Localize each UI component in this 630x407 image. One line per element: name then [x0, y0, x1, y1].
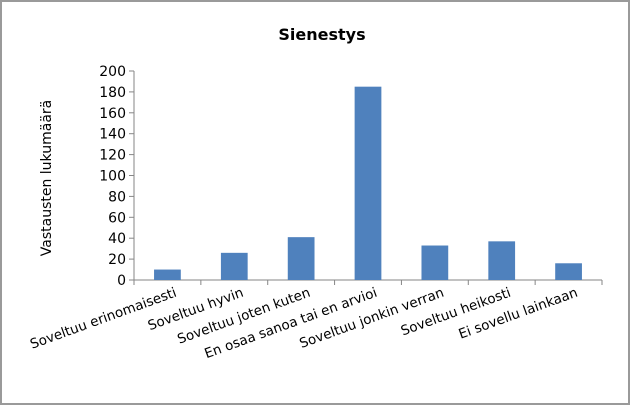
bar — [354, 86, 382, 280]
y-tick-label: 60 — [108, 210, 126, 226]
y-tick-label: 20 — [108, 252, 126, 268]
y-tick-label: 120 — [99, 148, 126, 164]
y-tick-label: 200 — [99, 64, 126, 80]
x-category-label: Ei sovellu lainkaan — [457, 285, 580, 343]
y-tick-label: 0 — [117, 273, 126, 289]
y-tick-label: 160 — [99, 106, 126, 122]
y-tick-label: 180 — [99, 85, 126, 101]
bar — [287, 237, 315, 280]
y-tick-label: 40 — [108, 231, 126, 247]
y-axis-label: Vastausten lukumäärä — [39, 100, 55, 256]
y-tick-label: 100 — [99, 169, 126, 185]
bar — [421, 245, 449, 280]
y-tick-label: 140 — [99, 127, 126, 143]
chart-title: Sienestys — [278, 25, 365, 44]
bar — [154, 269, 181, 280]
bar — [555, 263, 582, 280]
bar — [220, 252, 248, 280]
y-tick-label: 80 — [108, 189, 126, 205]
bar — [488, 241, 516, 280]
